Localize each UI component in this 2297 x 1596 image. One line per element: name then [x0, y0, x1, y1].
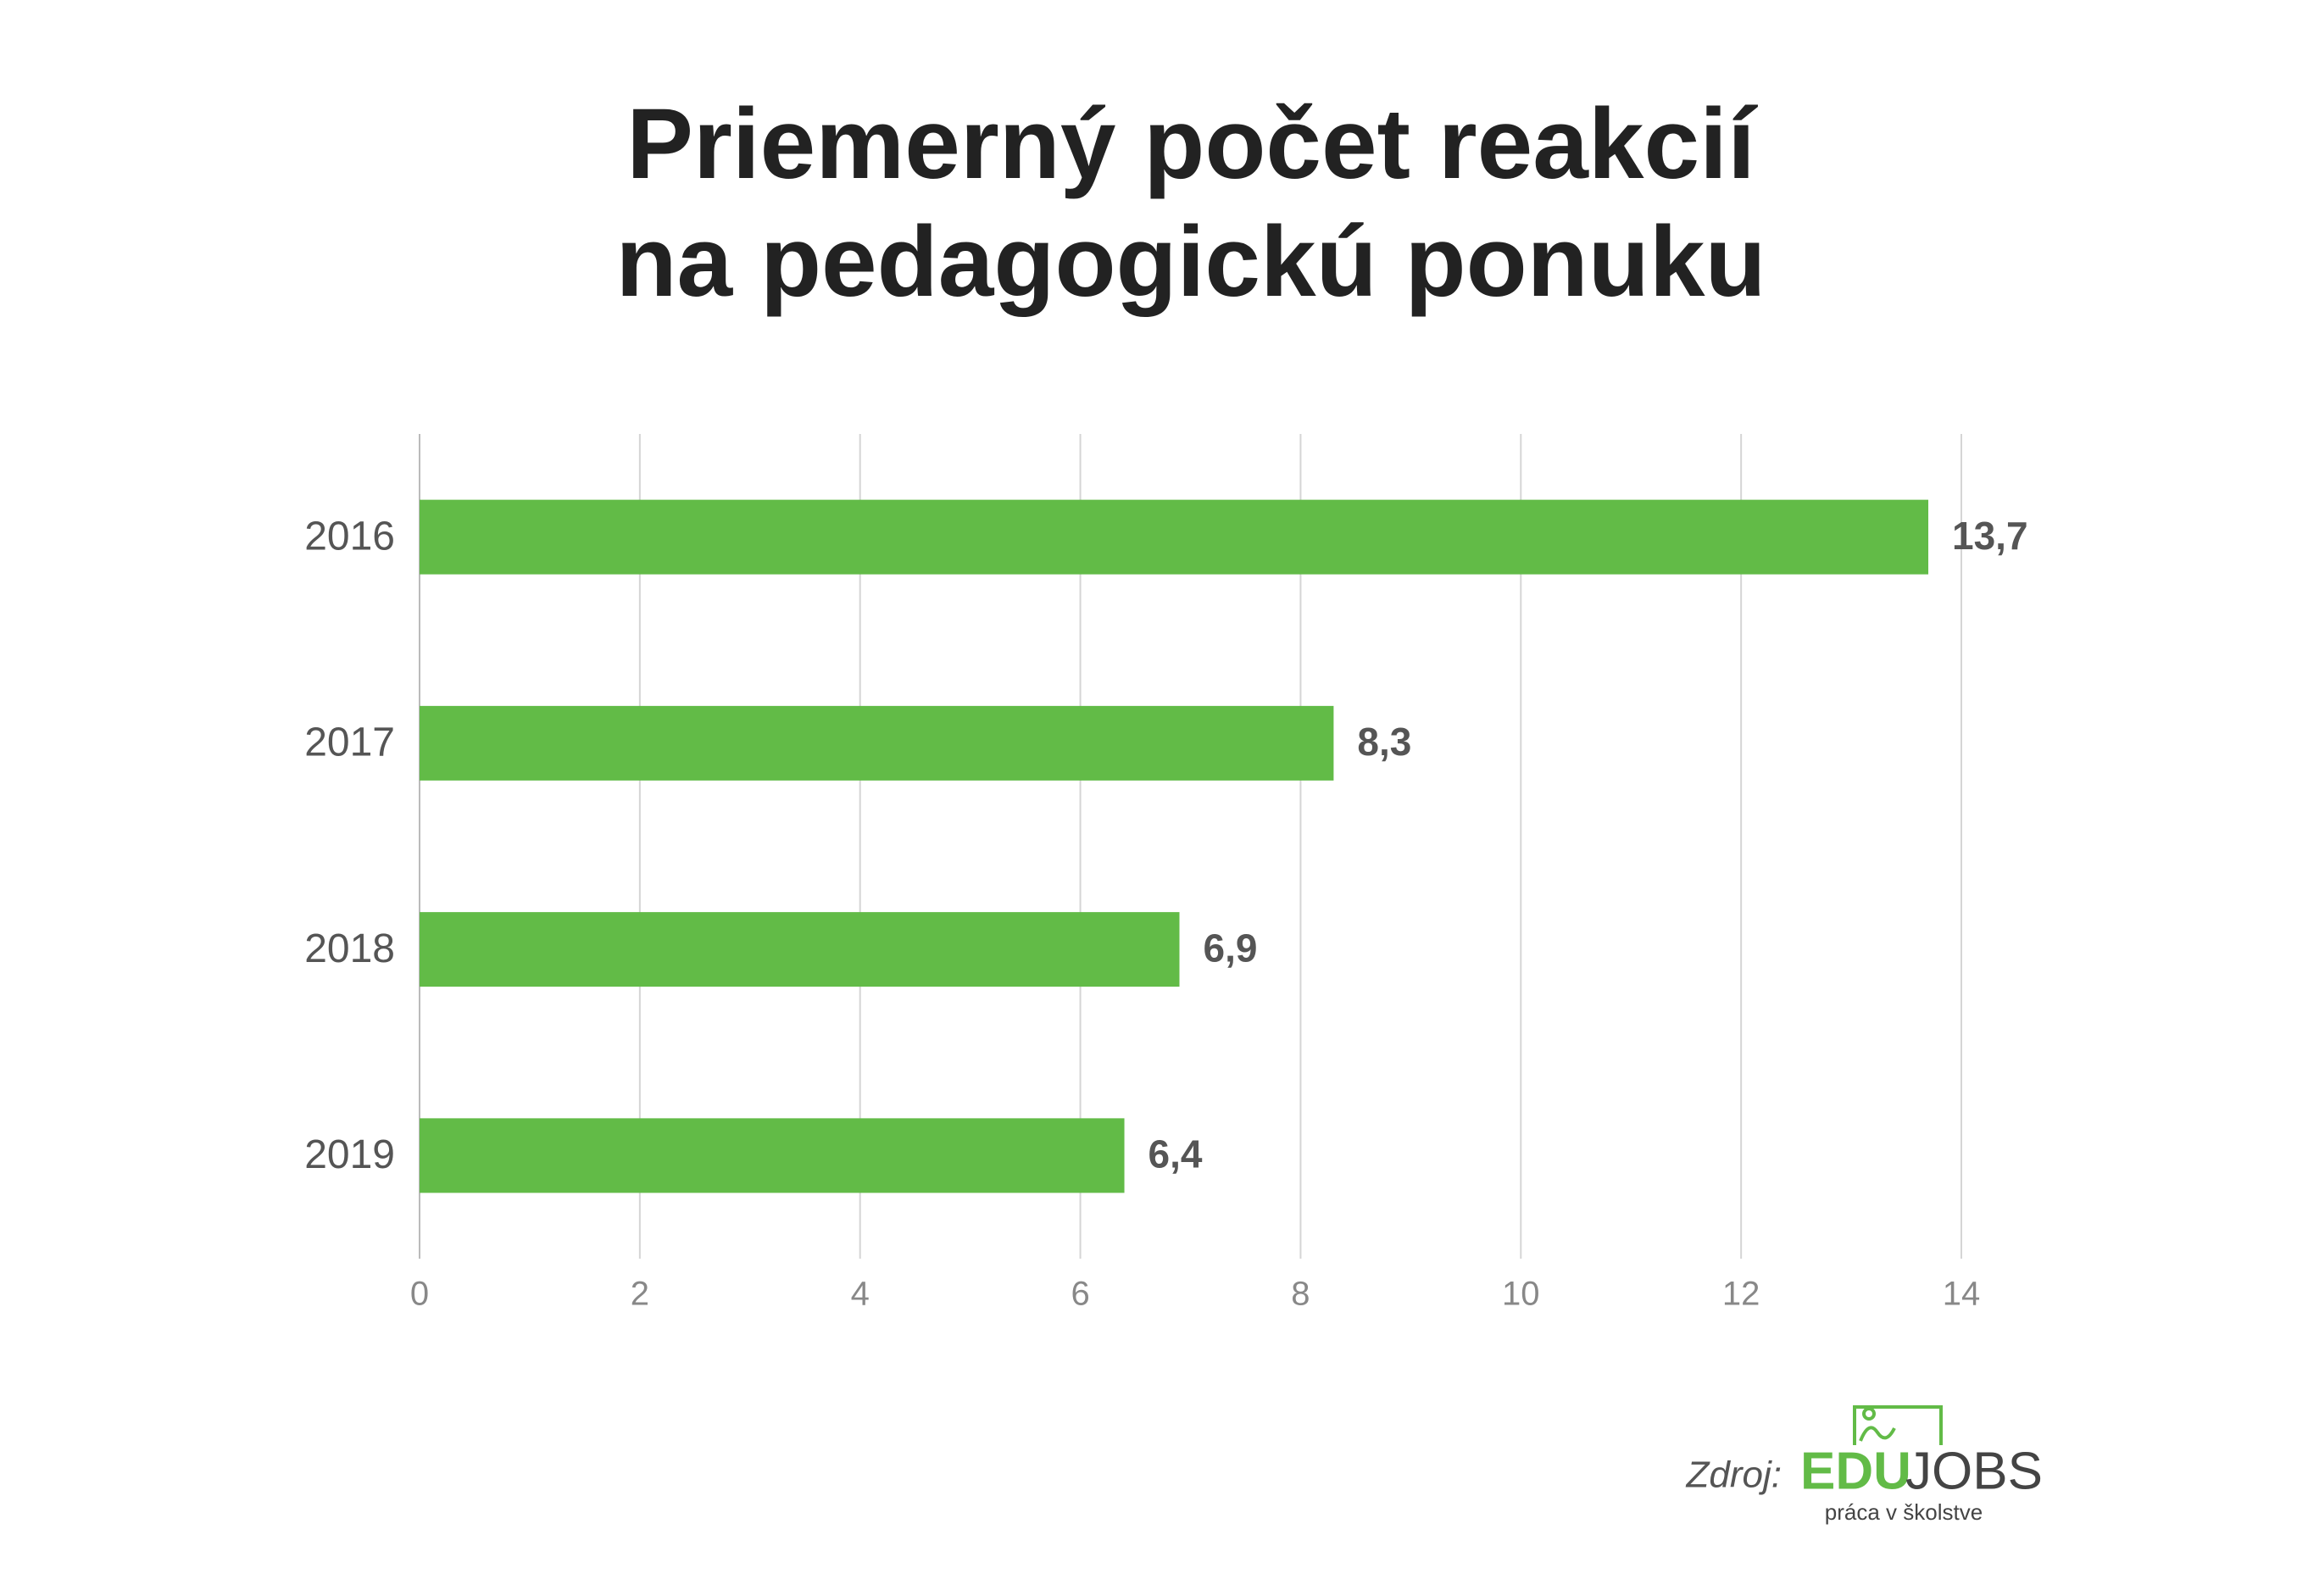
logo-icon	[1862, 1407, 1876, 1421]
bar	[420, 912, 1180, 987]
chart-title: Priemerný počet reakcií	[626, 88, 1758, 200]
value-label: 8,3	[1357, 720, 1411, 764]
x-tick-label: 8	[1291, 1276, 1310, 1313]
value-label: 13,7	[1952, 514, 2028, 558]
chart-title: na pedagogickú ponuku	[615, 206, 1766, 318]
bar	[420, 1118, 1125, 1193]
x-tick-label: 12	[1722, 1276, 1760, 1313]
bar	[420, 499, 1929, 575]
x-tick-label: 14	[1943, 1276, 1981, 1313]
x-tick-label: 4	[851, 1276, 870, 1313]
x-tick-label: 10	[1502, 1276, 1540, 1313]
value-label: 6,9	[1204, 926, 1258, 970]
logo-tagline: práca v školstve	[1825, 1499, 1983, 1525]
logo-icon	[1853, 1405, 1943, 1445]
logo: EDU JOBS práca v školstve	[1800, 1405, 2043, 1525]
x-tick-label: 6	[1071, 1276, 1089, 1313]
source-label: Zdroj:	[1686, 1454, 1782, 1496]
x-tick-label: 2	[631, 1276, 649, 1313]
bar	[420, 705, 1334, 781]
y-tick-label: 2019	[304, 1132, 395, 1177]
logo-jobs: JOBS	[1905, 1442, 2043, 1500]
y-tick-label: 2017	[304, 720, 395, 765]
value-label: 6,4	[1148, 1132, 1203, 1176]
y-tick-label: 2018	[304, 926, 395, 971]
logo-edu: EDU	[1800, 1442, 1911, 1500]
x-tick-label: 0	[410, 1276, 429, 1313]
y-tick-label: 2016	[304, 514, 395, 559]
